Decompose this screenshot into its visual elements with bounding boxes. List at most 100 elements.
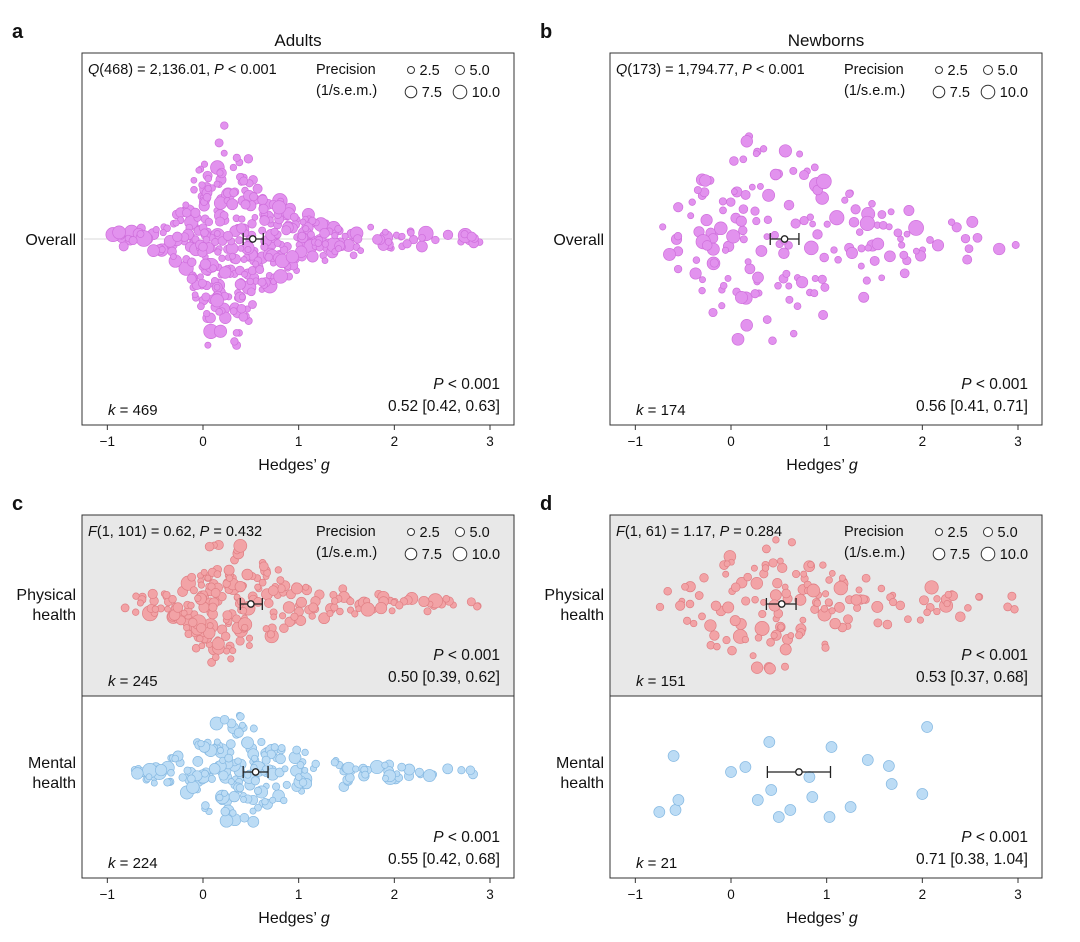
data-point xyxy=(843,614,853,625)
data-point xyxy=(197,581,205,589)
data-point xyxy=(416,240,428,253)
data-point xyxy=(244,246,252,253)
data-point xyxy=(167,769,175,777)
data-point xyxy=(201,801,210,810)
data-point xyxy=(257,737,266,747)
data-point xyxy=(236,712,245,721)
data-point xyxy=(180,609,188,617)
data-point xyxy=(240,199,251,210)
k-value: = 151 xyxy=(644,673,686,690)
x-tick-label: 0 xyxy=(727,887,735,902)
data-point xyxy=(252,260,260,268)
data-point xyxy=(220,806,230,817)
data-point xyxy=(207,774,216,783)
x-axis-label: Hedges’ g xyxy=(786,457,858,474)
data-point xyxy=(238,721,246,729)
data-point xyxy=(241,270,249,278)
data-point xyxy=(864,244,872,252)
data-point xyxy=(244,771,252,779)
data-point xyxy=(673,264,683,274)
data-point xyxy=(229,647,237,655)
data-point xyxy=(752,271,764,284)
data-point xyxy=(414,767,424,777)
data-point xyxy=(276,576,285,585)
x-tick-label: 3 xyxy=(486,434,494,449)
data-point xyxy=(188,617,198,628)
data-point xyxy=(326,610,334,617)
data-point xyxy=(194,594,202,602)
data-point xyxy=(924,580,939,595)
data-point xyxy=(218,266,232,279)
data-point xyxy=(268,585,279,596)
data-point xyxy=(442,763,454,775)
data-point xyxy=(768,336,777,346)
p-symbol: P xyxy=(433,376,444,393)
panel-letter: b xyxy=(540,21,552,43)
data-point xyxy=(943,600,951,608)
data-point xyxy=(871,600,884,613)
legend-subtitle: (1/s.e.m.) xyxy=(316,545,377,561)
data-point xyxy=(261,755,271,765)
data-point xyxy=(238,215,246,223)
data-point xyxy=(215,793,224,802)
row-p-value: P < 0.001 xyxy=(433,376,500,393)
data-points-physical-health xyxy=(655,536,1019,675)
legend-marker xyxy=(404,547,418,561)
k-count: k = 21 xyxy=(636,855,677,872)
data-point xyxy=(334,225,343,233)
data-point xyxy=(718,197,727,206)
k-symbol: k xyxy=(108,402,117,419)
legend-label: 2.5 xyxy=(420,63,440,79)
effect-estimate: 0.56 [0.41, 0.71] xyxy=(916,398,1028,415)
x-axis-label-main: Hedges’ xyxy=(786,457,849,474)
data-point xyxy=(306,250,319,263)
data-point xyxy=(213,324,228,338)
data-point xyxy=(198,242,208,252)
data-point xyxy=(895,600,906,611)
data-point xyxy=(197,739,205,748)
data-point xyxy=(197,302,205,311)
data-point xyxy=(785,295,794,304)
data-point xyxy=(821,643,830,652)
data-point xyxy=(367,223,375,231)
data-point xyxy=(710,600,722,611)
legend-label: 10.0 xyxy=(1000,547,1028,563)
data-point xyxy=(397,762,407,772)
stat-args: (468) = 2,136.01, xyxy=(99,62,214,78)
data-point xyxy=(118,241,129,252)
data-point xyxy=(884,250,896,263)
data-point xyxy=(800,570,808,578)
data-point xyxy=(299,218,307,226)
data-point xyxy=(216,169,224,177)
data-point xyxy=(752,150,760,158)
panel-letter: d xyxy=(540,493,552,515)
data-point xyxy=(285,250,299,264)
row-label: Physical xyxy=(544,587,604,604)
data-point xyxy=(230,337,239,346)
data-point xyxy=(822,590,830,598)
data-point xyxy=(669,804,682,816)
data-point xyxy=(369,759,385,775)
data-point xyxy=(423,607,432,616)
data-point xyxy=(204,217,214,227)
k-symbol: k xyxy=(636,855,645,872)
point-estimate xyxy=(780,235,789,243)
data-point xyxy=(951,222,962,233)
pooled-estimate-mental-health xyxy=(766,766,832,778)
data-point xyxy=(214,248,222,256)
pooled-estimate-physical-health xyxy=(239,598,263,610)
data-point xyxy=(926,236,934,244)
data-point xyxy=(187,774,196,784)
data-point xyxy=(220,149,228,157)
data-point xyxy=(898,241,906,249)
row-label: health xyxy=(32,607,76,624)
stat-p-symbol: P xyxy=(742,62,752,78)
data-point xyxy=(240,256,248,264)
data-point xyxy=(811,274,819,283)
data-point xyxy=(730,188,738,195)
data-point xyxy=(128,236,138,246)
data-point xyxy=(763,233,771,240)
data-point xyxy=(296,596,307,608)
data-point xyxy=(236,223,247,234)
data-point xyxy=(164,605,171,613)
